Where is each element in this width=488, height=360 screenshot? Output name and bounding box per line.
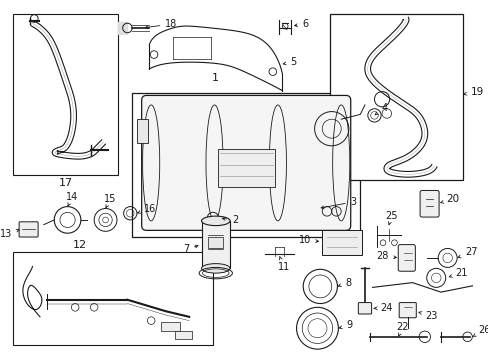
Text: 13: 13: [0, 229, 19, 239]
Text: 9: 9: [339, 320, 351, 330]
Text: 12: 12: [73, 240, 87, 249]
Text: 6: 6: [294, 19, 308, 29]
Bar: [13, 252, 212, 345]
Text: 22: 22: [396, 322, 408, 336]
Text: 20: 20: [440, 194, 459, 204]
FancyBboxPatch shape: [142, 95, 350, 230]
Text: 7: 7: [183, 244, 198, 255]
Text: 11: 11: [278, 257, 290, 273]
Ellipse shape: [201, 264, 229, 273]
Bar: [201, 221, 229, 268]
Text: 17: 17: [59, 178, 73, 188]
Text: 21: 21: [448, 268, 467, 278]
Text: 26: 26: [472, 325, 488, 337]
Bar: [161, 321, 179, 331]
Text: 8: 8: [338, 278, 350, 288]
FancyBboxPatch shape: [358, 302, 371, 314]
Text: 15: 15: [104, 194, 116, 208]
Bar: [208, 237, 223, 248]
Text: 2: 2: [222, 215, 238, 225]
Text: 23: 23: [418, 311, 436, 321]
FancyBboxPatch shape: [397, 244, 414, 271]
Text: 19: 19: [463, 87, 483, 96]
Bar: [137, 119, 148, 143]
FancyBboxPatch shape: [419, 190, 438, 217]
FancyBboxPatch shape: [398, 302, 415, 318]
Text: 25: 25: [385, 211, 397, 225]
Text: 1: 1: [212, 73, 219, 83]
Text: 16: 16: [138, 203, 156, 213]
Text: 5: 5: [283, 57, 296, 67]
Bar: [13, 14, 118, 175]
Text: 27: 27: [457, 247, 476, 258]
Text: 4: 4: [374, 103, 386, 115]
Text: 28: 28: [376, 251, 396, 261]
Text: 24: 24: [373, 303, 392, 313]
Bar: [322, 230, 362, 255]
Text: 18: 18: [145, 19, 177, 29]
Bar: [329, 14, 462, 180]
Ellipse shape: [201, 216, 229, 226]
Text: 10: 10: [298, 235, 318, 245]
Bar: [217, 149, 274, 186]
FancyBboxPatch shape: [19, 222, 38, 237]
Bar: [175, 331, 192, 339]
Bar: [132, 93, 360, 237]
Text: 3: 3: [321, 197, 356, 209]
Text: 14: 14: [66, 192, 78, 206]
